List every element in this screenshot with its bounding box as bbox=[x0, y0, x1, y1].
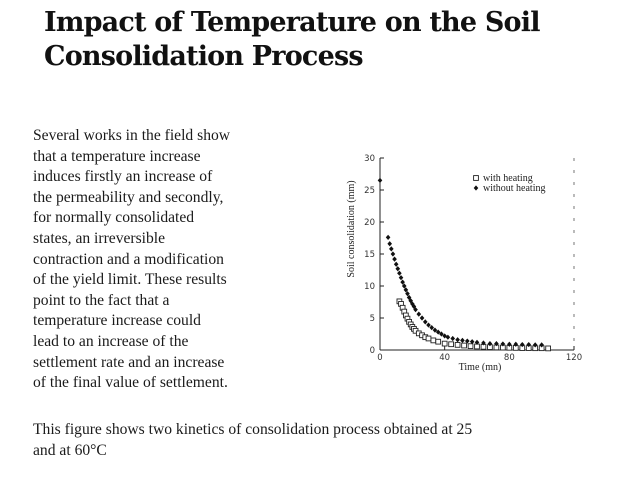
without-heating-point bbox=[460, 337, 465, 343]
legend-square-icon bbox=[473, 175, 479, 181]
y-tick-label: 10 bbox=[364, 282, 375, 292]
without-heating-point bbox=[507, 341, 512, 347]
caption-line: and at 60°C bbox=[33, 441, 107, 459]
x-tick-label: 120 bbox=[566, 353, 582, 363]
body-line: temperature increase could bbox=[33, 312, 201, 330]
without-heating-point bbox=[426, 322, 431, 328]
y-tick-label: 30 bbox=[364, 154, 375, 164]
without-heating-point bbox=[539, 342, 544, 348]
y-axis-label: Soil consolidation (mm) bbox=[346, 180, 357, 277]
y-tick-label: 5 bbox=[370, 314, 375, 324]
with-heating-point bbox=[441, 340, 448, 347]
without-heating-point bbox=[532, 342, 538, 348]
legend-diamond-icon bbox=[473, 185, 479, 191]
x-tick-label: 80 bbox=[504, 353, 515, 363]
body-line: point to the fact that a bbox=[33, 291, 170, 309]
consolidation-chart: 0 5 10 15 20 25 30 0 40 80 120 with heatingwithout… bbox=[346, 154, 582, 373]
with-heating-point bbox=[448, 341, 454, 348]
x-tick-label: 0 bbox=[377, 353, 382, 363]
body-line: the permeability and secondly, bbox=[33, 188, 224, 206]
without-heating-point bbox=[469, 339, 475, 345]
without-heating-point bbox=[397, 270, 402, 276]
figure-caption: This figure shows two kinetics of consol… bbox=[33, 420, 593, 461]
without-heating-point bbox=[487, 341, 493, 347]
without-heating-point bbox=[450, 335, 456, 342]
with-heating-point bbox=[454, 342, 461, 348]
without-heating-point bbox=[474, 339, 480, 345]
y-tick-label: 20 bbox=[364, 218, 375, 228]
without-heating-point bbox=[500, 341, 506, 347]
without-heating-point bbox=[395, 266, 401, 272]
title-line-2: Consolidation Process bbox=[44, 41, 364, 72]
without-heating-point bbox=[526, 341, 532, 348]
without-heating-point bbox=[455, 337, 460, 343]
with-heating-point bbox=[461, 342, 467, 349]
x-axis-label: Time (mn) bbox=[459, 362, 502, 373]
y-tick-label: 0 bbox=[370, 346, 375, 356]
without-heating-point bbox=[387, 241, 392, 247]
body-line: states, an irreversible bbox=[33, 229, 166, 247]
without-heating-point bbox=[422, 319, 428, 325]
with-heating-point bbox=[467, 343, 474, 350]
without-heating-point bbox=[401, 283, 407, 289]
caption-line: This figure shows two kinetics of consol… bbox=[33, 421, 473, 438]
without-heating-point bbox=[392, 256, 397, 262]
body-line: lead to an increase of the bbox=[33, 332, 189, 350]
without-heating-point bbox=[393, 261, 399, 267]
title-line-1: Impact of Temperature on the Soil bbox=[44, 7, 540, 38]
body-paragraph: Several works in the field show that a t… bbox=[33, 126, 278, 394]
x-tick-label: 40 bbox=[439, 353, 450, 363]
without-heating-point bbox=[419, 315, 425, 321]
body-line: of the yield limit. These results bbox=[33, 271, 227, 289]
without-heating-point bbox=[377, 177, 383, 183]
with-heating-point bbox=[425, 335, 432, 342]
slide-title: Impact of Temperature on the Soil Consol… bbox=[44, 6, 624, 74]
with-heating-point bbox=[435, 338, 442, 345]
body-line: Several works in the field show bbox=[33, 127, 231, 144]
without-heating-point bbox=[398, 275, 404, 281]
chart-marks bbox=[377, 177, 551, 352]
chart-axes: 0 5 10 15 20 25 30 0 40 80 120 bbox=[364, 154, 582, 363]
without-heating-point bbox=[389, 246, 394, 252]
body-line: settlement rate and an increase bbox=[33, 353, 225, 371]
body-line: induces firstly an increase of bbox=[33, 168, 213, 186]
y-tick-label: 15 bbox=[364, 250, 375, 260]
without-heating-point bbox=[405, 291, 410, 297]
body-line: of the final value of settlement. bbox=[33, 374, 228, 392]
y-tick-label: 25 bbox=[364, 186, 375, 196]
body-line: for normally consolidated bbox=[33, 209, 195, 227]
body-line: contraction and a modification bbox=[33, 250, 224, 268]
without-heating-point bbox=[465, 338, 470, 344]
with-heating-point bbox=[430, 337, 437, 344]
legend-entry: without heating bbox=[483, 183, 546, 194]
without-heating-point bbox=[519, 341, 525, 348]
without-heating-point bbox=[439, 331, 444, 337]
body-line: that a temperature increase bbox=[33, 147, 201, 165]
without-heating-point bbox=[390, 251, 396, 257]
without-heating-point bbox=[416, 311, 422, 317]
without-heating-point bbox=[513, 341, 519, 347]
with-heating-point bbox=[545, 345, 551, 352]
without-heating-point bbox=[385, 234, 391, 240]
legend-entry: with heating bbox=[483, 173, 533, 184]
